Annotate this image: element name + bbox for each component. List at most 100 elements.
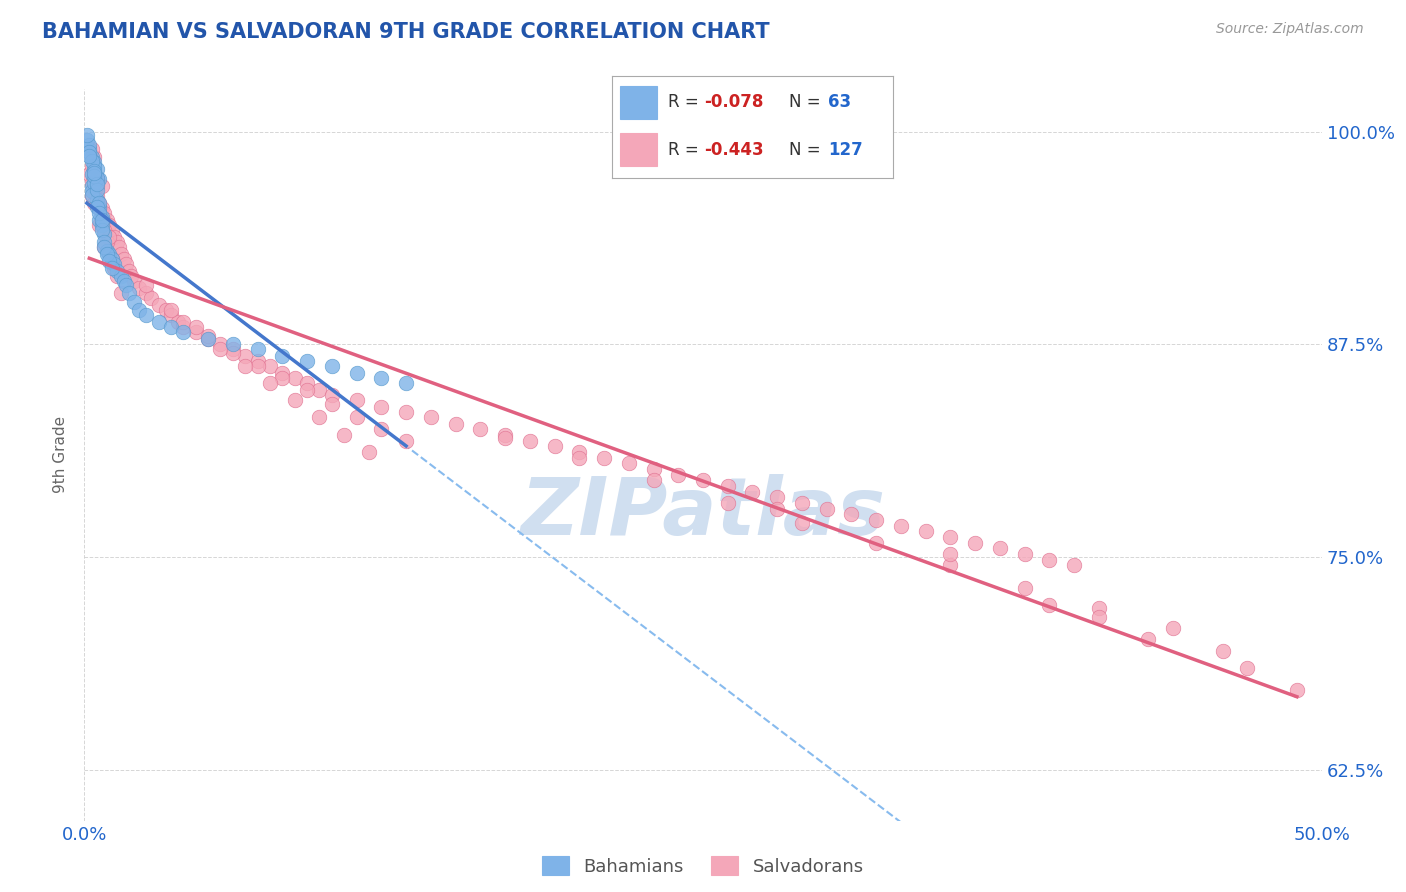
Point — [370, 371, 392, 385]
Point — [93, 235, 115, 250]
Point — [83, 159, 105, 173]
Point — [80, 187, 103, 202]
Point — [470, 422, 492, 436]
Point — [90, 210, 112, 224]
Point — [148, 298, 170, 312]
Point — [167, 315, 190, 329]
Point — [110, 286, 132, 301]
Point — [86, 189, 108, 203]
Point — [197, 332, 219, 346]
Point — [79, 142, 101, 156]
Point — [86, 172, 108, 186]
Point — [172, 320, 194, 334]
Point — [89, 196, 111, 211]
Point — [135, 309, 157, 323]
Point — [370, 401, 392, 415]
Point — [172, 326, 194, 340]
Point — [284, 371, 307, 385]
Point — [93, 206, 115, 220]
Point — [89, 172, 111, 186]
Point — [89, 206, 111, 220]
Y-axis label: 9th Grade: 9th Grade — [53, 417, 69, 493]
Point — [519, 434, 541, 449]
Point — [112, 274, 135, 288]
Point — [89, 201, 111, 215]
Point — [115, 277, 138, 292]
Point — [643, 474, 665, 488]
Point — [79, 138, 101, 153]
Point — [100, 252, 122, 267]
Point — [96, 244, 118, 258]
Point — [890, 519, 912, 533]
Point — [395, 405, 418, 419]
Point — [271, 349, 294, 363]
Point — [108, 240, 131, 254]
Point — [965, 536, 987, 550]
Point — [80, 159, 103, 173]
Point — [83, 165, 105, 179]
Point — [494, 427, 516, 442]
Bar — [620, 133, 657, 166]
Point — [80, 189, 103, 203]
Point — [105, 264, 128, 278]
Point — [233, 349, 256, 363]
Point — [543, 439, 565, 453]
Point — [155, 303, 177, 318]
Point — [115, 257, 138, 271]
Point — [914, 524, 936, 539]
Point — [86, 200, 108, 214]
Point — [86, 172, 108, 186]
Point — [419, 410, 441, 425]
Bar — [620, 87, 657, 119]
Point — [86, 183, 108, 197]
Legend: Bahamians, Salvadorans: Bahamians, Salvadorans — [533, 847, 873, 885]
Point — [80, 153, 103, 168]
Point — [1088, 609, 1111, 624]
Text: BAHAMIAN VS SALVADORAN 9TH GRADE CORRELATION CHART: BAHAMIAN VS SALVADORAN 9TH GRADE CORRELA… — [42, 22, 770, 42]
Text: ZIPatlas: ZIPatlas — [520, 475, 886, 552]
Point — [295, 376, 318, 391]
Point — [790, 516, 813, 530]
Point — [1212, 643, 1234, 657]
Point — [122, 274, 145, 288]
Point — [295, 384, 318, 398]
Point — [172, 315, 194, 329]
Point — [90, 213, 112, 227]
Point — [160, 320, 183, 334]
Point — [80, 167, 103, 181]
Point — [93, 223, 115, 237]
Point — [643, 461, 665, 475]
Point — [184, 326, 207, 340]
Point — [79, 167, 101, 181]
Point — [80, 150, 103, 164]
Point — [209, 337, 232, 351]
Point — [321, 359, 343, 374]
Point — [118, 286, 141, 301]
Point — [790, 495, 813, 509]
Text: Source: ZipAtlas.com: Source: ZipAtlas.com — [1216, 22, 1364, 37]
Point — [246, 343, 269, 357]
Text: 127: 127 — [828, 141, 863, 159]
Point — [1014, 547, 1036, 561]
Point — [197, 329, 219, 343]
Point — [841, 508, 863, 522]
Point — [135, 286, 157, 301]
Point — [1038, 553, 1060, 567]
Point — [100, 260, 122, 275]
Point — [80, 179, 103, 194]
Point — [98, 219, 121, 233]
Point — [89, 201, 111, 215]
Point — [1063, 558, 1085, 573]
Text: N =: N = — [789, 141, 825, 159]
Point — [271, 371, 294, 385]
Point — [96, 235, 118, 250]
Point — [568, 451, 591, 466]
Point — [93, 240, 115, 254]
Point — [89, 219, 111, 233]
Text: N =: N = — [789, 94, 825, 112]
Point — [80, 176, 103, 190]
Point — [1137, 632, 1160, 646]
Point — [233, 359, 256, 374]
Point — [100, 252, 122, 267]
Point — [1285, 682, 1308, 697]
